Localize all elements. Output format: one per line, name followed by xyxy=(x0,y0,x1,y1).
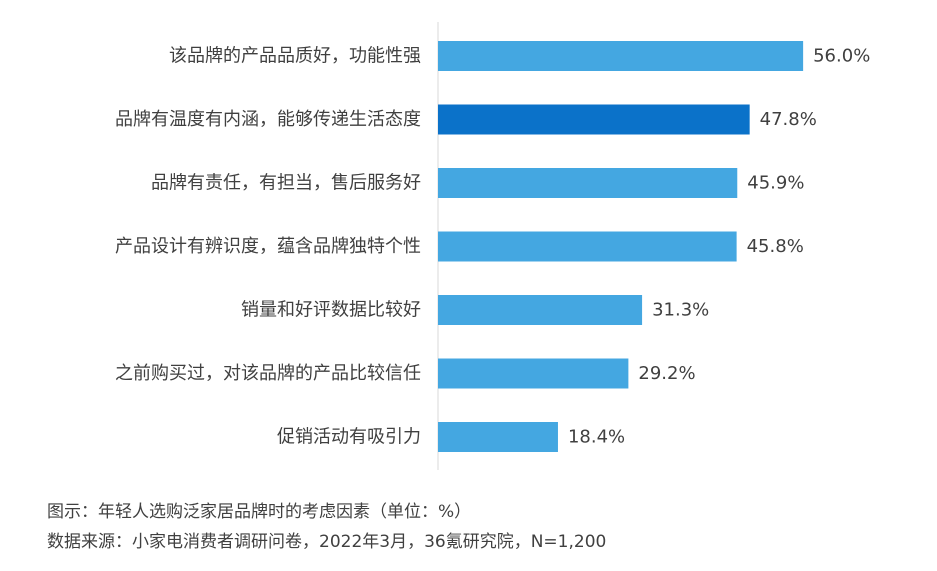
value-label-6: 29.2% xyxy=(638,363,695,384)
bar-4 xyxy=(438,231,737,262)
bars-group xyxy=(438,41,804,452)
bar-chart: 该品牌的产品品质好，功能性强品牌有温度有内涵，能够传递生活态度品牌有责任，有担当… xyxy=(115,22,870,470)
value-label-5: 31.3% xyxy=(652,300,709,321)
category-label-1: 该品牌的产品品质好，功能性强 xyxy=(169,46,421,67)
category-label-5: 销量和好评数据比较好 xyxy=(241,300,421,321)
value-label-4: 45.8% xyxy=(747,236,804,257)
bar-3 xyxy=(438,168,738,198)
category-label-2: 品牌有温度有内涵，能够传递生活态度 xyxy=(115,109,421,130)
category-label-7: 促销活动有吸引力 xyxy=(277,427,421,448)
value-labels-group: 56.0% 47.8% 45.9% 45.8% 31.3% 29.2% 18.4% xyxy=(568,46,870,448)
value-label-1: 56.0% xyxy=(813,46,870,67)
value-label-7: 18.4% xyxy=(568,427,625,448)
bar-7 xyxy=(438,422,558,452)
category-label-6: 之前购买过，对该品牌的产品比较信任 xyxy=(115,363,421,384)
chart-caption: 图示：年轻人选购泛家居品牌时的考虑因素（单位：%） xyxy=(47,502,472,522)
bar-1 xyxy=(438,41,804,71)
bar-2 xyxy=(438,104,750,135)
data-source-note: 数据来源：小家电消费者调研问卷，2022年3月，36氪研究院，N=1,200 xyxy=(47,532,607,552)
category-label-3: 品牌有责任，有担当，售后服务好 xyxy=(151,173,421,194)
value-label-2: 47.8% xyxy=(760,109,817,130)
bar-6 xyxy=(438,358,629,389)
bar-5 xyxy=(438,295,643,325)
value-label-3: 45.9% xyxy=(747,173,804,194)
category-labels-group: 该品牌的产品品质好，功能性强品牌有温度有内涵，能够传递生活态度品牌有责任，有担当… xyxy=(115,46,421,448)
category-label-4: 产品设计有辨识度，蕴含品牌独特个性 xyxy=(115,236,421,257)
